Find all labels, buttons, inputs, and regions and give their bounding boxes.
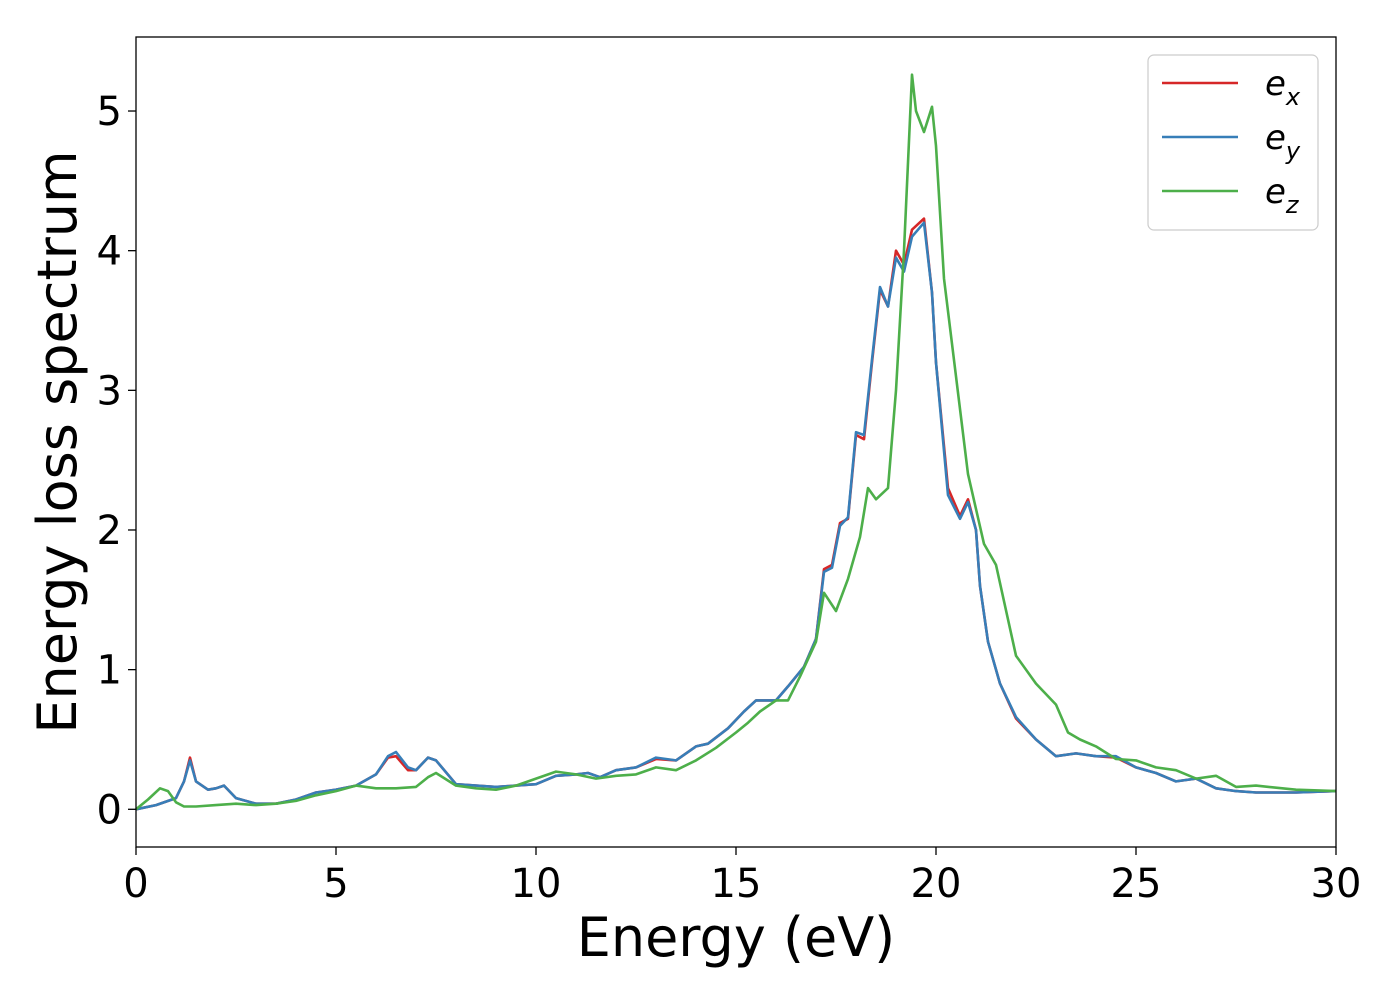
x-tick-label: 5 — [323, 861, 348, 907]
y-axis-label: Energy loss spectrum — [26, 150, 89, 733]
series-line-z — [135, 73, 1337, 811]
y-tick-label: 4 — [97, 229, 122, 275]
x-tick-label: 25 — [1111, 861, 1162, 907]
legend-subscript: x — [1285, 83, 1301, 111]
plot-background — [136, 37, 1336, 847]
legend-frame — [1147, 54, 1319, 231]
y-axis-ticks: 0 1 2 3 4 5 — [97, 89, 136, 833]
x-axis-ticks: 0 5 10 15 20 25 30 — [123, 847, 1361, 907]
x-tick-label: 30 — [1311, 861, 1362, 907]
x-tick-label: 20 — [911, 861, 962, 907]
series-layer — [135, 73, 1337, 811]
y-tick-label: 3 — [97, 368, 122, 414]
series-line-y — [135, 221, 1337, 811]
x-tick-label: 15 — [711, 861, 762, 907]
legend-subscript: y — [1285, 137, 1301, 165]
y-tick-label: 1 — [97, 648, 122, 694]
x-tick-label: 0 — [123, 861, 148, 907]
x-tick-label: 10 — [511, 861, 562, 907]
legend-subscript: z — [1285, 191, 1300, 219]
y-tick-label: 0 — [97, 787, 122, 833]
y-tick-label: 5 — [97, 89, 122, 135]
y-tick-label: 2 — [97, 508, 122, 554]
x-axis-label: Energy (eV) — [577, 906, 896, 969]
